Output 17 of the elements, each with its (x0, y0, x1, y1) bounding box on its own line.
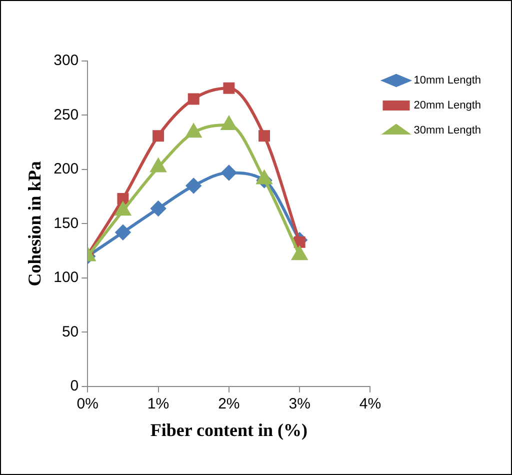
y-tick-label: 200 (54, 160, 79, 178)
x-tick-label: 0% (76, 396, 98, 413)
y-tick-label: 300 (54, 52, 79, 70)
x-tick-label: 1% (147, 396, 170, 413)
legend-label: 10mm Length (414, 74, 482, 87)
legend-label: 20mm Length (414, 100, 482, 112)
x-tick-label: 2% (218, 396, 240, 413)
x-tick-label: 3% (288, 396, 310, 413)
y-tick-label: 250 (54, 106, 79, 124)
y-tick-label: 150 (54, 214, 79, 232)
y-axis-title: Cohesion in kPa (24, 161, 44, 286)
y-tick-label: 0 (70, 378, 79, 395)
x-axis-title: Fiber content in (%) (150, 420, 308, 440)
y-tick-label: 100 (54, 269, 79, 286)
legend-label: 30mm Length (414, 124, 482, 137)
y-tick-label: 50 (62, 323, 79, 340)
x-tick-label: 4% (359, 396, 382, 413)
